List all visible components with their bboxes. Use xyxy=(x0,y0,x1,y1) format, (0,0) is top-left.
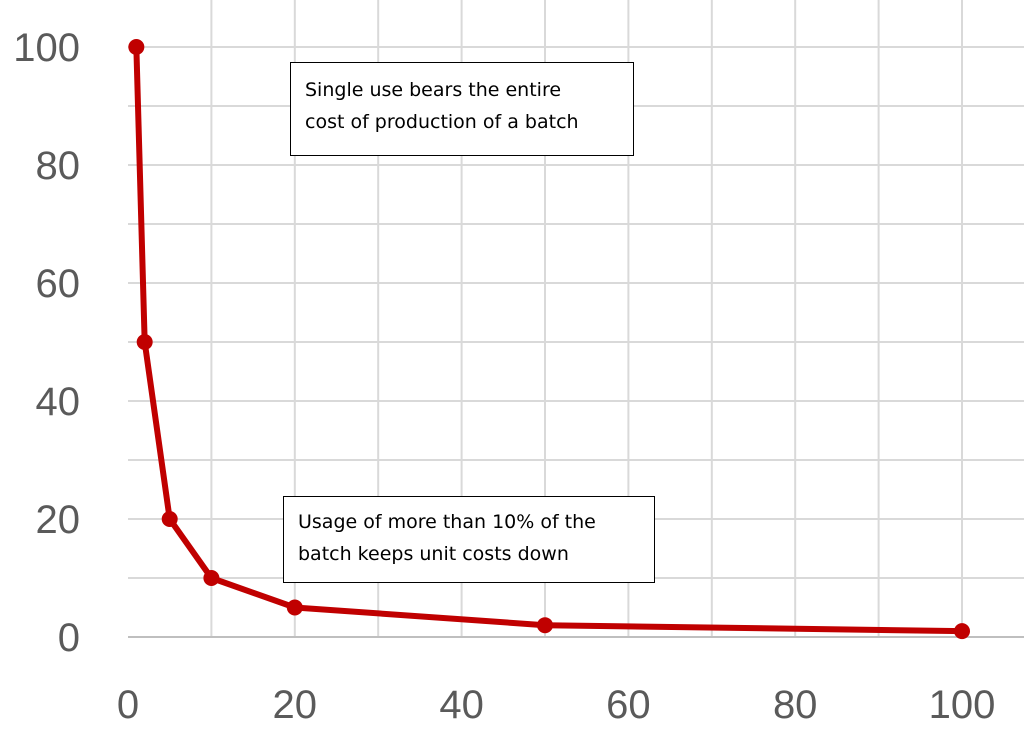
y-tick-label: 80 xyxy=(36,144,81,188)
data-point xyxy=(136,334,153,350)
annotation-single-use-line-1: Single use bears the entire xyxy=(305,79,562,101)
x-tick-label: 80 xyxy=(773,683,818,727)
annotation-usage-line-2: batch keeps unit costs down xyxy=(298,543,569,565)
x-axis-tick-labels: 0 20 40 60 80 100 xyxy=(117,683,996,727)
x-tick-label: 0 xyxy=(117,683,139,727)
y-tick-label: 60 xyxy=(36,262,81,306)
x-tick-label: 60 xyxy=(606,683,651,727)
annotation-usage: Usage of more than 10% of the batch keep… xyxy=(283,496,655,583)
data-point xyxy=(161,511,178,527)
y-tick-label: 0 xyxy=(58,616,80,660)
annotation-single-use: Single use bears the entire cost of prod… xyxy=(290,62,634,156)
data-series xyxy=(128,39,970,640)
y-tick-label: 20 xyxy=(36,498,81,542)
x-tick-label: 20 xyxy=(273,683,318,727)
x-tick-label: 40 xyxy=(439,683,484,727)
data-point xyxy=(203,570,220,586)
data-point xyxy=(128,39,145,55)
annotation-usage-line-1: Usage of more than 10% of the xyxy=(298,511,596,533)
data-point xyxy=(286,599,303,616)
data-point xyxy=(537,617,553,634)
y-tick-label: 100 xyxy=(13,26,80,70)
y-tick-label: 40 xyxy=(36,380,81,424)
x-tick-label: 100 xyxy=(929,683,996,727)
y-axis-tick-labels: 0 20 40 60 80 100 xyxy=(13,26,80,660)
data-point xyxy=(954,623,970,640)
annotation-single-use-line-2: cost of production of a batch xyxy=(305,111,579,133)
